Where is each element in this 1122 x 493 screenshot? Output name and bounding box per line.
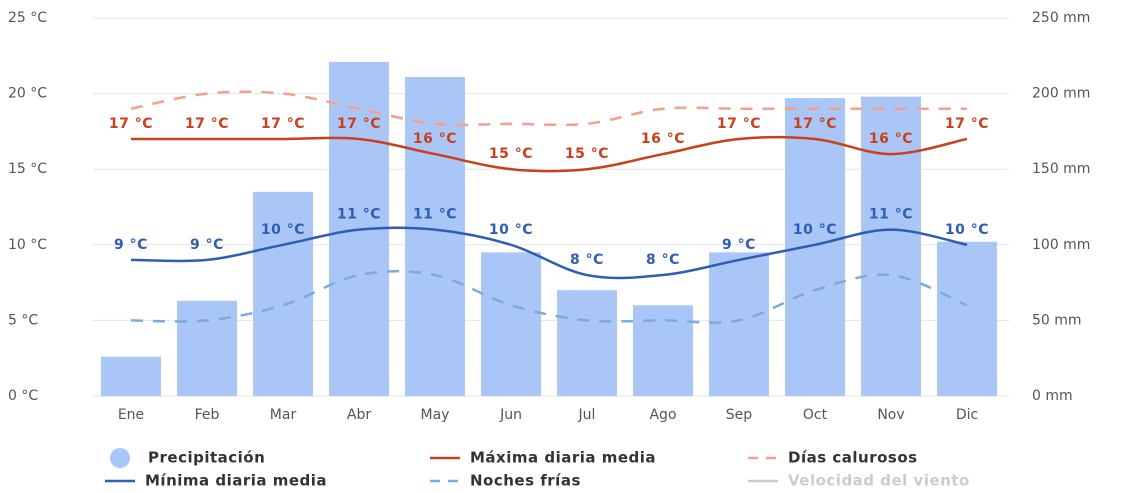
bar	[177, 300, 237, 396]
data-label: 16 °C	[641, 131, 685, 147]
y-tick-label: 10 °C	[8, 237, 47, 253]
data-label: 16 °C	[869, 131, 913, 147]
x-tick-label: Dic	[956, 407, 978, 423]
x-tick-label: Jun	[499, 407, 522, 423]
data-label: 17 °C	[945, 116, 989, 132]
data-label: 15 °C	[565, 146, 609, 162]
data-label: 10 °C	[489, 222, 533, 238]
legend-label: Noches frías	[470, 472, 581, 490]
x-tick-label: Ene	[118, 407, 144, 423]
bar	[481, 252, 541, 396]
bar	[405, 76, 465, 396]
bar	[101, 356, 161, 396]
line	[130, 226, 968, 280]
data-label: 17 °C	[109, 116, 153, 132]
bar	[557, 290, 617, 396]
data-label: 17 °C	[185, 116, 229, 132]
y2-tick-label: 100 mm	[1032, 237, 1090, 253]
data-label: 10 °C	[945, 222, 989, 238]
legend-label: Mínima diaria media	[145, 472, 327, 490]
legend-swatch	[110, 448, 130, 468]
data-label: 17 °C	[337, 116, 381, 132]
line	[130, 90, 967, 127]
y-tick-label: 20 °C	[8, 86, 47, 102]
data-label: 8 °C	[570, 252, 604, 268]
x-tick-label: Abr	[347, 407, 371, 423]
x-tick-label: Sep	[726, 407, 753, 423]
y-tick-label: 5 °C	[8, 312, 38, 328]
x-tick-label: Ago	[649, 407, 676, 423]
bar	[253, 191, 313, 396]
x-tick-label: Jul	[578, 407, 596, 423]
legend-label: Máxima diaria media	[470, 449, 656, 467]
x-tick-label: Mar	[270, 407, 297, 423]
data-label: 15 °C	[489, 146, 533, 162]
y-tick-label: 25 °C	[8, 10, 47, 26]
data-label: 17 °C	[261, 116, 305, 132]
bar	[633, 305, 693, 396]
bar	[785, 98, 845, 397]
data-label: 10 °C	[261, 222, 305, 238]
bar	[937, 241, 997, 396]
legend-label: Precipitación	[148, 449, 265, 467]
x-tick-label: May	[421, 407, 450, 423]
data-label: 9 °C	[722, 237, 756, 253]
y2-tick-label: 0 mm	[1032, 388, 1073, 404]
data-label: 16 °C	[413, 131, 457, 147]
data-label: 11 °C	[413, 207, 457, 223]
data-label: 9 °C	[114, 237, 148, 253]
y2-tick-label: 250 mm	[1032, 10, 1090, 26]
bar	[709, 252, 769, 396]
data-label: 9 °C	[190, 237, 224, 253]
x-tick-label: Oct	[803, 407, 828, 423]
bar	[861, 96, 921, 397]
x-tick-label: Feb	[195, 407, 220, 423]
data-label: 8 °C	[646, 252, 680, 268]
x-tick-label: Nov	[877, 407, 904, 423]
legend-label: Velocidad del viento	[788, 472, 970, 490]
data-label: 11 °C	[869, 207, 913, 223]
line	[131, 135, 968, 173]
data-label: 10 °C	[793, 222, 837, 238]
y2-tick-label: 200 mm	[1032, 86, 1090, 102]
y-tick-label: 15 °C	[8, 161, 47, 177]
y2-tick-label: 50 mm	[1032, 312, 1082, 328]
data-label: 11 °C	[337, 207, 381, 223]
y-tick-label: 0 °C	[8, 388, 38, 404]
y2-tick-label: 150 mm	[1032, 161, 1090, 177]
data-label: 17 °C	[717, 116, 761, 132]
data-label: 17 °C	[793, 116, 837, 132]
legend-label: Días calurosos	[788, 449, 918, 467]
